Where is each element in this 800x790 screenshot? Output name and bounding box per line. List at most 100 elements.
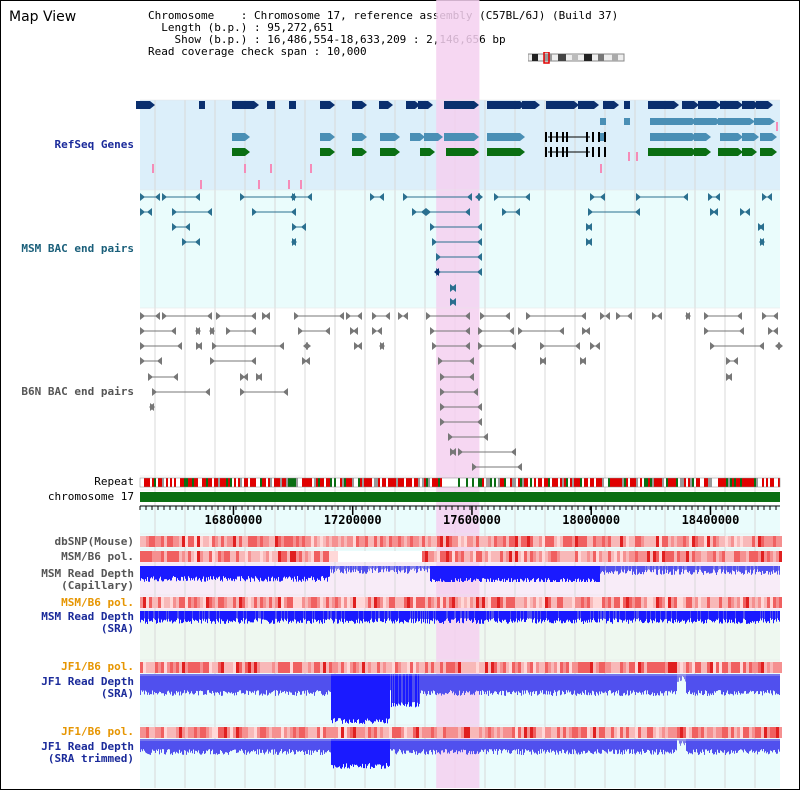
repeat-segment (472, 478, 474, 487)
msm-capillary-depth-bar (234, 566, 235, 582)
msm-capillary-depth-bar (716, 566, 717, 575)
jf1-b6-pol-cell (434, 662, 437, 673)
jf1-trim-depth-bar (675, 739, 676, 750)
msm-b6-pol-2-cell (392, 597, 395, 608)
jf1-b6-pol-2-cell (605, 727, 608, 738)
msm-capillary-depth-bar (727, 566, 728, 573)
msm-sra-depth-bar (452, 611, 453, 620)
msm-capillary-depth-bar (624, 566, 625, 570)
msm-b6-pol-2-cell (665, 597, 668, 608)
msm-sra-depth-bar (522, 611, 523, 620)
msm-b6-pol-2-cell (491, 597, 494, 608)
jf1-sra-depth-bar (631, 674, 632, 694)
jf1-sra-depth-bar (334, 674, 335, 719)
jf1-sra-depth-bar (289, 674, 290, 692)
jf1-sra-depth-bar (272, 674, 273, 692)
jf1-sra-depth-bar (165, 674, 166, 695)
msm-sra-depth-bar (649, 611, 650, 623)
msm-capillary-depth-bar (438, 566, 439, 581)
jf1-trim-depth-bar (450, 739, 451, 751)
msm-capillary-depth-bar (146, 566, 147, 581)
msm-capillary-depth-bar (464, 566, 465, 581)
jf1-trim-depth-bar (245, 739, 246, 751)
msm-capillary-depth-bar (666, 566, 667, 573)
jf1-sra-depth-bar (447, 674, 448, 694)
jf1-trim-depth-bar (357, 739, 358, 766)
jf1-sra-depth-bar (181, 674, 182, 696)
msm-capillary-depth-bar (705, 566, 706, 572)
repeat-segment (410, 478, 412, 487)
msm-sra-depth-bar (478, 611, 479, 621)
msm-sra-depth-bar (724, 611, 725, 621)
refseq-gene-teal (650, 118, 692, 125)
jf1-sra-depth-bar (315, 674, 316, 693)
msm-capillary-depth-bar (496, 566, 497, 580)
repeat-segment (718, 478, 720, 487)
msm-sra-depth-bar (400, 611, 401, 623)
jf1-trim-depth-bar (752, 739, 753, 753)
b6n-bac-pair-end (477, 403, 482, 411)
dbsnp-cell (572, 536, 575, 547)
b6n-bac-pair-end (451, 448, 456, 456)
repeat-segment (748, 478, 750, 487)
jf1-b6-pol-2-cell (269, 727, 272, 738)
jf1-trim-depth-bar (476, 739, 477, 754)
msm-capillary-depth-bar (603, 566, 604, 573)
msm-sra-depth-bar (542, 611, 543, 622)
jf1-sra-depth-bar (214, 674, 215, 696)
jf1-sra-depth-bar (551, 674, 552, 696)
msm-capillary-depth-bar (536, 566, 537, 580)
jf1-sra-depth-bar (527, 674, 528, 691)
msm-sra-depth-bar (219, 611, 220, 619)
b6n-bac-pair-end (377, 327, 382, 335)
jf1-trim-depth-bar (163, 739, 164, 750)
msm-capillary-depth-bar (774, 566, 775, 573)
msm-capillary-depth-bar (650, 566, 651, 572)
msm-sra-depth-bar (551, 611, 552, 624)
msm-sra-depth-bar (692, 611, 693, 624)
jf1-b6-pol-2-cell (710, 727, 713, 738)
msm-capillary-depth-bar (388, 566, 389, 572)
jf1-trim-depth-bar (705, 739, 706, 750)
msm-b6-pol-cell (428, 551, 431, 562)
msm-sra-depth-bar (511, 611, 512, 622)
b6n-bac-pair-end (303, 342, 308, 350)
msm-b6-pol-2-cell (314, 597, 317, 608)
msm-sra-depth-bar (358, 611, 359, 619)
jf1-b6-pol-cell (245, 662, 248, 673)
jf1-sra-depth-bar (159, 674, 160, 692)
jf1-trim-depth-bar (598, 739, 599, 753)
msm-sra-depth-bar (720, 611, 721, 622)
msm-capillary-depth-bar (413, 566, 414, 569)
jf1-trim-depth-bar (603, 739, 604, 751)
jf1-trim-depth-bar (146, 739, 147, 754)
msm-capillary-depth-bar (463, 566, 464, 582)
jf1-trim-depth-bar (446, 739, 447, 750)
msm-capillary-depth-bar (499, 566, 500, 581)
msm-sra-depth-bar (296, 611, 297, 624)
refseq-gene-green (648, 148, 692, 156)
msm-bac-pair-end (477, 268, 482, 276)
msm-b6-pol-2-cell (422, 597, 425, 608)
chromosome-ideogram[interactable] (528, 52, 628, 64)
jf1-b6-pol-2-cell (224, 727, 227, 738)
msm-sra-depth-bar (330, 611, 331, 619)
jf1-trim-depth-bar (747, 739, 748, 754)
msm-sra-depth-bar (667, 611, 668, 624)
jf1-b6-pol-cell (326, 662, 329, 673)
msm-sra-depth-bar (334, 611, 335, 622)
msm-sra-depth-bar (424, 611, 425, 620)
dbsnp-cell (281, 536, 284, 547)
msm-sra-depth-bar (640, 611, 641, 620)
jf1-sra-depth-bar (407, 674, 408, 705)
jf1-sra-depth-bar (223, 674, 224, 691)
msm-capillary-depth-bar (303, 566, 304, 581)
jf1-b6-pol-cell (503, 662, 506, 673)
repeat-segment (732, 478, 734, 487)
jf1-sra-depth-bar (732, 674, 733, 695)
msm-b6-pol-2-cell (161, 597, 164, 608)
jf1-trim-depth-bar (253, 739, 254, 750)
jf1-sra-depth-bar (506, 674, 507, 691)
dbsnp-cell (767, 536, 770, 547)
